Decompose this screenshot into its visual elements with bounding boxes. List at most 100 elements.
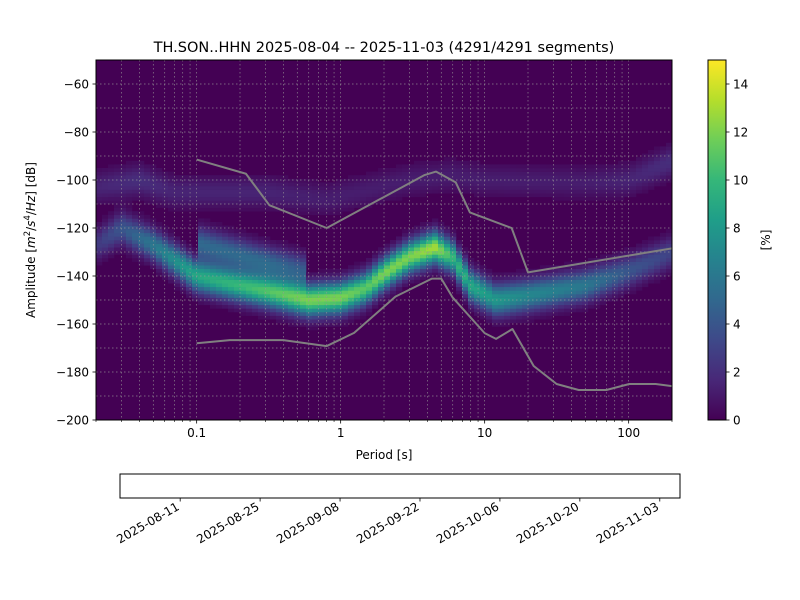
density-cell: [258, 301, 265, 306]
density-cell: [234, 297, 241, 302]
density-layer: [96, 142, 672, 331]
density-cell: [222, 196, 229, 201]
density-cell: [360, 304, 367, 309]
density-cell: [642, 160, 649, 165]
density-cell: [408, 186, 415, 190]
density-cell: [426, 168, 433, 172]
density-cell: [492, 301, 499, 306]
density-cell: [96, 225, 103, 230]
density-cell: [108, 254, 115, 259]
density-cell: [576, 171, 583, 176]
density-cell: [396, 164, 403, 169]
density-cell: [258, 186, 265, 190]
density-cell: [240, 196, 247, 201]
density-cell: [216, 222, 223, 226]
density-cell: [372, 286, 379, 291]
density-cell: [186, 258, 193, 262]
density-cell: [216, 175, 223, 180]
density-cell: [384, 186, 391, 190]
density-cell: [162, 196, 169, 201]
density-cell: [222, 301, 229, 306]
density-cell: [648, 261, 655, 266]
density-cell: [564, 175, 571, 180]
density-cell: [348, 189, 355, 194]
density-cell: [174, 243, 181, 248]
density-cell: [198, 247, 205, 252]
density-cell: [210, 297, 217, 302]
density-cell: [258, 279, 265, 284]
density-cell: [120, 229, 127, 234]
density-cell: [174, 193, 181, 198]
density-cell: [246, 258, 253, 262]
density-cell: [180, 204, 187, 208]
density-cell: [402, 250, 409, 255]
density-cell: [138, 240, 145, 244]
density-cell: [528, 171, 535, 176]
density-cell: [654, 236, 661, 241]
density-cell: [324, 193, 331, 198]
density-cell: [228, 290, 235, 295]
density-cell: [636, 286, 643, 291]
density-cell: [618, 186, 625, 190]
density-cell: [384, 286, 391, 291]
density-cell: [102, 222, 109, 226]
density-cell: [444, 279, 451, 284]
density-cell: [108, 193, 115, 198]
density-cell: [492, 272, 499, 277]
chart-title: TH.SON..HHN 2025-08-04 -- 2025-11-03 (42…: [153, 40, 615, 56]
density-cell: [276, 319, 283, 324]
density-cell: [222, 254, 229, 259]
density-cell: [558, 193, 565, 198]
density-cell: [132, 196, 139, 201]
density-cell: [330, 290, 337, 295]
density-cell: [324, 294, 331, 298]
density-cell: [486, 168, 493, 172]
density-cell: [306, 312, 313, 316]
colorbar-tick-label: 12: [733, 126, 748, 140]
density-cell: [132, 214, 139, 219]
density-cell: [264, 290, 271, 295]
density-cell: [630, 265, 637, 270]
density-cell: [606, 297, 613, 302]
density-cell: [330, 204, 337, 208]
density-cell: [492, 322, 499, 327]
density-cell: [450, 254, 457, 259]
density-cell: [192, 186, 199, 190]
density-cell: [564, 286, 571, 291]
density-cell: [210, 204, 217, 208]
density-cell: [156, 200, 163, 205]
density-cell: [114, 236, 121, 241]
density-cell: [378, 250, 385, 255]
density-cell: [168, 261, 175, 266]
density-cell: [216, 200, 223, 205]
density-cell: [258, 204, 265, 208]
density-cell: [546, 164, 553, 169]
density-cell: [636, 265, 643, 270]
density-cell: [450, 232, 457, 237]
density-cell: [234, 286, 241, 291]
density-cell: [552, 182, 559, 187]
density-cell: [570, 279, 577, 284]
density-cell: [216, 247, 223, 252]
density-cell: [204, 243, 211, 248]
density-cell: [204, 182, 211, 187]
density-cell: [120, 211, 127, 216]
density-cell: [270, 178, 277, 183]
density-cell: [162, 247, 169, 252]
density-cell: [384, 290, 391, 295]
density-cell: [372, 283, 379, 288]
density-cell: [234, 261, 241, 266]
density-cell: [108, 178, 115, 183]
density-cell: [264, 268, 271, 273]
density-cell: [534, 301, 541, 306]
density-cell: [498, 322, 505, 327]
density-cell: [456, 265, 463, 270]
density-cell: [390, 294, 397, 298]
density-cell: [210, 254, 217, 259]
density-cell: [558, 294, 565, 298]
density-cell: [312, 189, 319, 194]
density-cell: [642, 171, 649, 176]
density-cell: [228, 301, 235, 306]
density-cell: [546, 265, 553, 270]
density-cell: [378, 265, 385, 270]
